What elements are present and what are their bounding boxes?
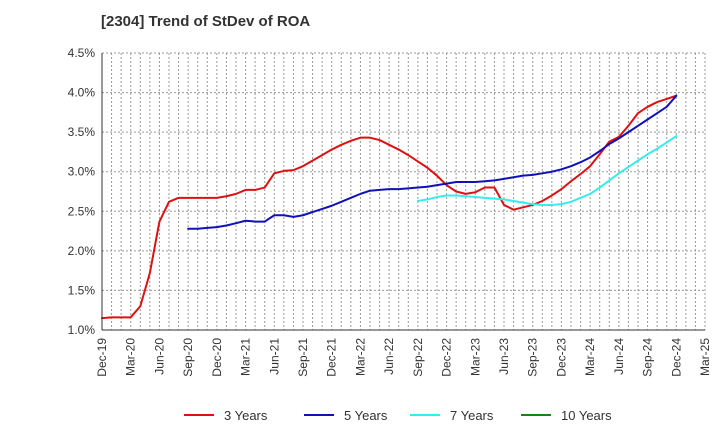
x-tick-label: Sep-24 <box>641 338 655 377</box>
series-line-5-years <box>187 94 678 230</box>
x-tick-label: Dec-22 <box>440 338 454 377</box>
legend-label: 10 Years <box>561 408 612 423</box>
y-tick-label: 4.0% <box>68 86 96 100</box>
x-tick-label: Sep-22 <box>411 338 425 377</box>
x-tick-label: Jun-24 <box>612 338 626 375</box>
plot-area <box>102 53 705 330</box>
x-tick-label: Jun-23 <box>497 338 511 375</box>
series-line-3-years <box>101 94 678 320</box>
x-tick-label: Dec-21 <box>325 338 339 377</box>
x-tick-label: Jun-22 <box>382 338 396 375</box>
y-tick-label: 3.0% <box>68 165 96 179</box>
chart-title: [2304] Trend of StDev of ROA <box>101 13 311 30</box>
x-tick-label: Mar-20 <box>124 338 138 376</box>
y-tick-label: 4.5% <box>68 46 96 60</box>
x-tick-label: Dec-20 <box>210 338 224 377</box>
series-lines <box>101 94 678 320</box>
x-tick-label: Dec-23 <box>554 338 568 377</box>
y-tick-label: 2.0% <box>68 244 96 258</box>
legend-label: 3 Years <box>224 408 268 423</box>
legend: 3 Years 5 Years 7 Years 10 Years <box>184 408 612 423</box>
legend-label: 7 Years <box>450 408 494 423</box>
x-tick-label: Sep-23 <box>526 338 540 377</box>
x-tick-label: Dec-19 <box>95 338 109 377</box>
x-tick-label: Sep-21 <box>296 338 310 377</box>
x-tick-label: Jun-20 <box>152 338 166 375</box>
plot-background <box>102 53 705 330</box>
y-tick-label: 2.5% <box>68 204 96 218</box>
x-tick-label: Mar-24 <box>583 338 597 376</box>
x-tick-label: Mar-23 <box>468 338 482 376</box>
x-tick-label: Mar-22 <box>353 338 367 376</box>
x-tick-label: Mar-25 <box>698 338 712 376</box>
y-tick-label: 3.5% <box>68 125 96 139</box>
axes: 1.0% 1.5% 2.0% 2.5% 3.0% 3.5% 4.0% 4.5% Dec-19 Ma… <box>68 46 712 377</box>
x-tick-label: Sep-20 <box>181 338 195 377</box>
series-line-7-years <box>416 135 678 206</box>
x-tick-label: Jun-21 <box>267 338 281 375</box>
x-tick-label: Mar-21 <box>239 338 253 376</box>
y-tick-label: 1.5% <box>68 283 96 297</box>
legend-label: 5 Years <box>344 408 388 423</box>
y-tick-label: 1.0% <box>68 323 96 337</box>
x-tick-label: Dec-24 <box>669 338 683 377</box>
